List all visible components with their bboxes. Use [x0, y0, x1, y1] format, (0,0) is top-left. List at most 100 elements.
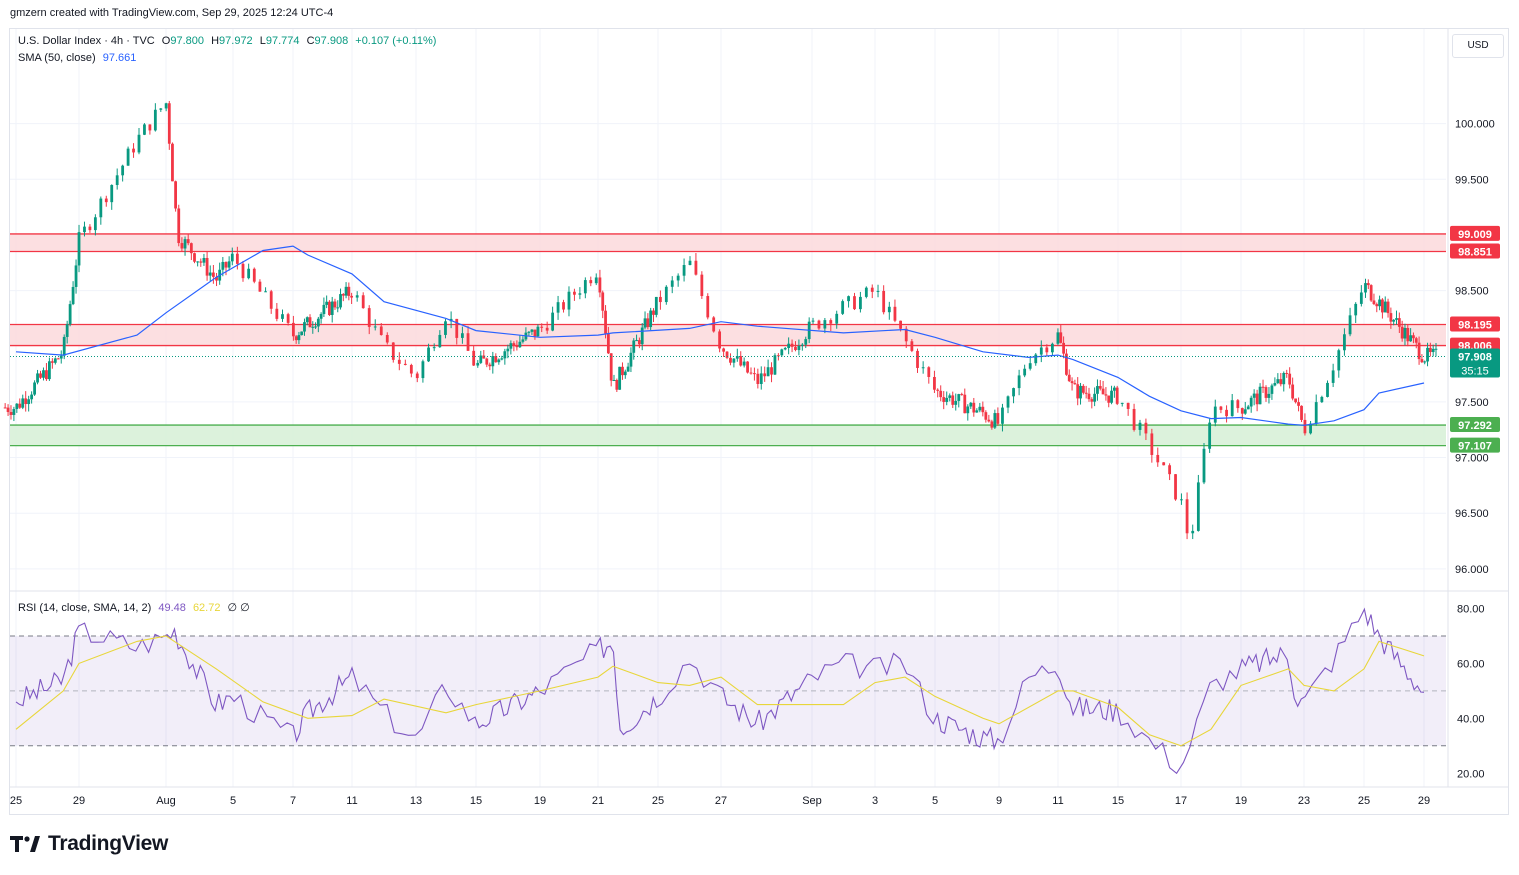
tradingview-logo[interactable]: TradingView — [10, 832, 168, 856]
candle-body — [742, 361, 746, 366]
candle-body — [148, 124, 152, 131]
candle-body — [1115, 387, 1119, 404]
candle-body — [1267, 393, 1271, 398]
candle-body — [921, 367, 925, 369]
candle-body — [759, 373, 763, 384]
candle-body — [153, 109, 157, 131]
candle-body — [1252, 393, 1256, 398]
candle-body — [1093, 393, 1097, 402]
candle-body — [1012, 388, 1015, 397]
candle-body — [183, 239, 187, 249]
rsi-axis-tick: 20.00 — [1457, 768, 1485, 780]
candle-body — [643, 318, 647, 328]
candle-body — [1395, 318, 1398, 320]
candle-body — [485, 358, 489, 365]
candle-body — [1261, 386, 1265, 388]
symbol-title[interactable]: U.S. Dollar Index · 4h · TVC — [18, 35, 155, 47]
candle-body — [65, 324, 69, 337]
candle-body — [479, 355, 483, 363]
candle-body — [1412, 335, 1415, 339]
candle-body — [722, 348, 726, 352]
rsi-line — [15, 607, 1425, 775]
candle-body — [286, 314, 290, 323]
candle-body — [1034, 354, 1038, 364]
candle-body — [1417, 342, 1421, 360]
resistance-zone-2-fill — [10, 324, 1446, 346]
candle-body — [800, 344, 804, 346]
candle-body — [18, 403, 22, 408]
candle-body — [1219, 406, 1223, 410]
candle-body — [1056, 332, 1060, 344]
candle-body — [39, 373, 42, 378]
candle-body — [93, 217, 97, 231]
candle-body — [379, 326, 383, 335]
candle-body — [1320, 396, 1324, 403]
candle-body — [646, 318, 650, 328]
time-axis-tick: 15 — [1112, 795, 1124, 807]
candle-body — [545, 327, 549, 331]
candle-body — [1314, 402, 1318, 424]
candle-body — [45, 370, 48, 380]
currency-button[interactable]: USD — [1452, 34, 1504, 58]
candle-body — [1213, 406, 1217, 423]
candle-body — [835, 313, 839, 324]
candle-body — [1403, 327, 1407, 339]
resistance-zone-1-price-tag — [1450, 243, 1500, 259]
time-axis-tick: 19 — [534, 795, 546, 807]
current-price-label: 97.908 — [1458, 351, 1492, 363]
candle-body — [104, 198, 108, 203]
candle-body — [601, 292, 605, 311]
candle-body — [753, 373, 756, 375]
candle-body — [77, 232, 81, 266]
candle-body — [258, 281, 262, 292]
candle-body — [1045, 347, 1049, 353]
rsi-axis-tick: 80.00 — [1457, 603, 1485, 615]
candle-body — [936, 389, 940, 391]
candle-body — [1120, 402, 1124, 404]
candle-body — [1150, 433, 1154, 455]
candle-body — [1381, 299, 1384, 313]
candle-body — [506, 348, 510, 352]
candle-body — [1366, 283, 1370, 286]
time-axis-tick: Sep — [802, 795, 822, 807]
candle-body — [444, 321, 447, 335]
sma-label[interactable]: SMA (50, close) — [18, 52, 96, 64]
candle-body — [632, 340, 636, 353]
candle-body — [823, 320, 827, 329]
candle-body — [1243, 409, 1247, 414]
candle-body — [1084, 392, 1088, 394]
candle-body — [1104, 394, 1108, 396]
candle-body — [373, 326, 377, 328]
candle-body — [688, 260, 692, 266]
candle-body — [1087, 393, 1091, 400]
price-axis-tick: 97.000 — [1455, 453, 1489, 465]
time-axis-tick: 5 — [932, 795, 938, 807]
rsi-label[interactable]: RSI (14, close, SMA, 14, 2) — [18, 602, 152, 614]
candle-body — [1279, 379, 1283, 385]
candle-body — [556, 302, 560, 313]
candle-body — [1291, 384, 1295, 399]
candle-body — [1428, 347, 1432, 353]
candle-body — [15, 403, 19, 410]
time-axis-tick: 23 — [1298, 795, 1310, 807]
candle-body — [1185, 499, 1189, 534]
candle-body — [1303, 419, 1307, 434]
candle-body — [954, 400, 958, 405]
candle-body — [957, 394, 961, 401]
candle-body — [847, 296, 850, 302]
tradingview-wordmark: TradingView — [48, 832, 169, 855]
candle-body — [143, 124, 146, 135]
rsi-value: 49.48 — [158, 602, 186, 614]
rsi-extra: ∅ ∅ — [227, 602, 250, 614]
candle-body — [56, 358, 60, 360]
candle-body — [300, 331, 304, 336]
candle-body — [1050, 343, 1054, 353]
candles — [3, 100, 1438, 540]
candle-body — [712, 317, 716, 332]
candle-body — [794, 346, 797, 351]
candle-body — [1337, 350, 1341, 371]
candle-body — [1343, 334, 1346, 351]
candle-body — [42, 370, 45, 378]
candle-body — [180, 243, 184, 249]
